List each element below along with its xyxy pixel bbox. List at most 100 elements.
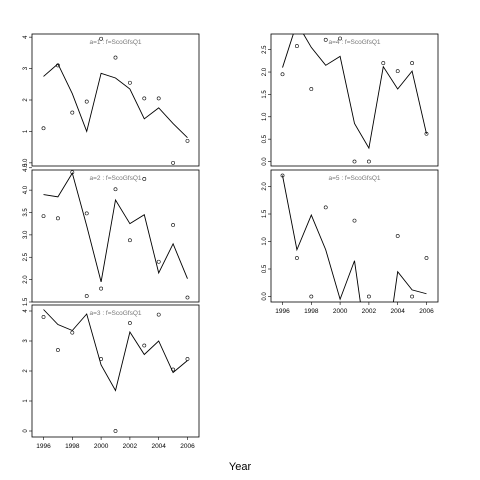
observed-point [56,63,60,68]
observed-point [309,87,314,91]
y-tick-label: 2.5 [262,45,268,54]
observed-point [352,159,357,164]
observed-point [56,348,60,352]
x-tick-label: 2002 [362,308,377,315]
x-tick-label: 1998 [304,308,319,315]
y-tick-label: 0.0 [262,157,268,166]
observed-point [127,238,132,243]
observed-point [41,126,46,131]
observed-point [185,357,190,361]
observed-point [84,99,89,104]
x-tick-label: 2006 [419,308,434,315]
observed-point [41,315,46,319]
fitted-line [43,63,188,139]
y-tick-label: 3 [23,339,29,343]
x-tick-label: 2000 [333,308,348,315]
observed-point [113,429,118,433]
observed-point [84,294,89,298]
panel-title: a=1 : f=ScoGfsQ1 [89,39,141,46]
y-tick-label: 0.0 [262,292,268,301]
observed-point [127,321,132,325]
observed-point [113,187,118,192]
fitted-line [282,34,427,150]
y-tick-label: 3.0 [23,230,29,239]
y-tick-label: 4.0 [23,185,29,194]
fitted-line [43,172,188,282]
observed-point [70,330,75,335]
panel-2: a=2 : f=ScoGfsQ1 1.5 2.0 2.5 3.0 3.5 4.0 4.5 [23,163,200,306]
x-tick-label: 2002 [123,443,138,450]
y-tick-label: 2.0 [262,182,268,191]
y-tick-label: 0.5 [262,134,268,143]
y-tick-label: 1.0 [262,112,268,121]
y-tick-label: 4 [23,35,29,39]
panel-1: a=1 : f=ScoGfsQ1 0.0 1 2 3 4 [23,33,200,167]
observed-point [70,110,75,115]
y-tick-label: 1.5 [23,297,29,306]
observed-point [410,61,414,65]
y-tick-label: 1.5 [262,209,268,218]
panel-title: a=5 : f=ScoGfsQ1 [328,175,380,182]
observed-point [280,173,285,178]
observed-point [424,131,429,136]
observed-point [280,72,285,77]
observed-point [113,55,118,60]
panel-frame [270,169,439,303]
observed-point [424,256,429,260]
y-tick-label: 4 [23,309,29,313]
y-tick-label: 3.5 [23,208,29,217]
observed-point [84,211,89,216]
y-tick-label: 2.5 [23,252,29,261]
panel-4: a=4 : f=ScoGfsQ1 0.0 0.5 1.0 1.5 2.0 2.5 [262,33,439,167]
observed-point [127,80,132,85]
observed-point [352,218,357,223]
panel-frame [31,169,200,303]
y-tick-label: 3 [23,66,29,70]
observed-point [99,286,104,291]
observed-point [185,295,190,300]
panel-title: a=2 : f=ScoGfsQ1 [89,175,141,182]
y-tick-label: 0 [23,429,29,433]
observed-point [185,138,190,143]
y-tick-label: 4.5 [23,163,29,172]
observed-point [99,36,104,41]
observed-point [395,69,400,74]
observed-point [41,214,46,218]
panel-5: a=5 : f=ScoGfsQ1 0.0 0.5 1.0 1.5 2.0 1996 1998 2… [262,169,439,315]
observed-point [142,343,147,348]
observed-point [295,256,299,260]
x-tick-label: 2006 [180,443,195,450]
y-tick-label: 2 [23,369,29,373]
fitted-line [282,175,427,302]
fitted-line [43,309,188,392]
observed-point [395,234,400,238]
observed-point [142,96,147,101]
x-axis-label: Year [229,461,252,473]
observed-point [156,312,161,317]
observed-point [295,44,299,48]
y-tick-label: 1.5 [262,90,268,99]
observed-point [171,160,175,165]
observed-point [156,259,161,264]
panel-3: a=3 : f=ScoGfsQ1 0 1 2 3 4 1996 1998 2000 2002 200… [23,294,200,450]
y-tick-label: 1 [23,399,29,403]
observed-point [156,96,161,101]
observed-point [56,216,60,221]
y-tick-label: 1 [23,129,29,133]
observed-point [366,159,371,164]
observed-point [99,357,104,361]
x-tick-label: 2004 [390,308,405,315]
x-tick-label: 1996 [275,308,290,315]
y-tick-label: 2 [23,98,29,102]
x-tick-label: 2000 [94,443,109,450]
y-tick-label: 1.0 [262,237,268,246]
observed-point [70,170,75,175]
y-tick-label: 2.0 [262,67,268,76]
panel-title: a=3 : f=ScoGfsQ1 [89,310,141,317]
y-tick-label: 0.5 [262,264,268,273]
x-tick-label: 1998 [65,443,80,450]
x-tick-label: 2004 [151,443,166,450]
observed-point [142,177,147,181]
panel-frame [270,33,439,167]
